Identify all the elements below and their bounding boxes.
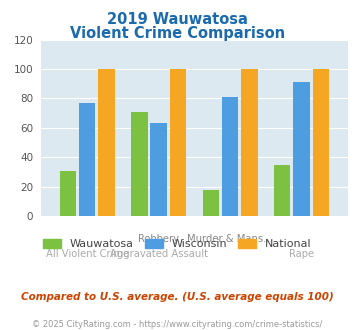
Legend: Wauwatosa, Wisconsin, National: Wauwatosa, Wisconsin, National [39, 234, 316, 253]
Bar [293, 82, 310, 216]
Bar [98, 69, 115, 216]
Bar [60, 171, 76, 216]
Bar [222, 97, 238, 216]
Bar [312, 69, 329, 216]
Text: Robbery: Robbery [138, 234, 179, 244]
Text: Rape: Rape [289, 249, 314, 259]
Bar [203, 190, 219, 216]
Text: 2019 Wauwatosa: 2019 Wauwatosa [107, 12, 248, 26]
Text: Compared to U.S. average. (U.S. average equals 100): Compared to U.S. average. (U.S. average … [21, 292, 334, 302]
Text: All Violent Crime: All Violent Crime [46, 249, 129, 259]
Bar [131, 112, 148, 216]
Bar [241, 69, 258, 216]
Bar [170, 69, 186, 216]
Text: Violent Crime Comparison: Violent Crime Comparison [70, 26, 285, 41]
Bar [274, 165, 290, 216]
Bar [79, 103, 95, 216]
Bar [151, 123, 167, 216]
Text: Murder & Mans...: Murder & Mans... [187, 234, 273, 244]
Text: Aggravated Assault: Aggravated Assault [110, 249, 208, 259]
Text: © 2025 CityRating.com - https://www.cityrating.com/crime-statistics/: © 2025 CityRating.com - https://www.city… [32, 320, 323, 329]
